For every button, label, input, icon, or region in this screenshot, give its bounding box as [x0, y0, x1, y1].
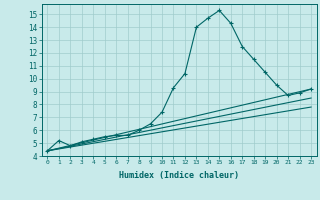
X-axis label: Humidex (Indice chaleur): Humidex (Indice chaleur)	[119, 171, 239, 180]
